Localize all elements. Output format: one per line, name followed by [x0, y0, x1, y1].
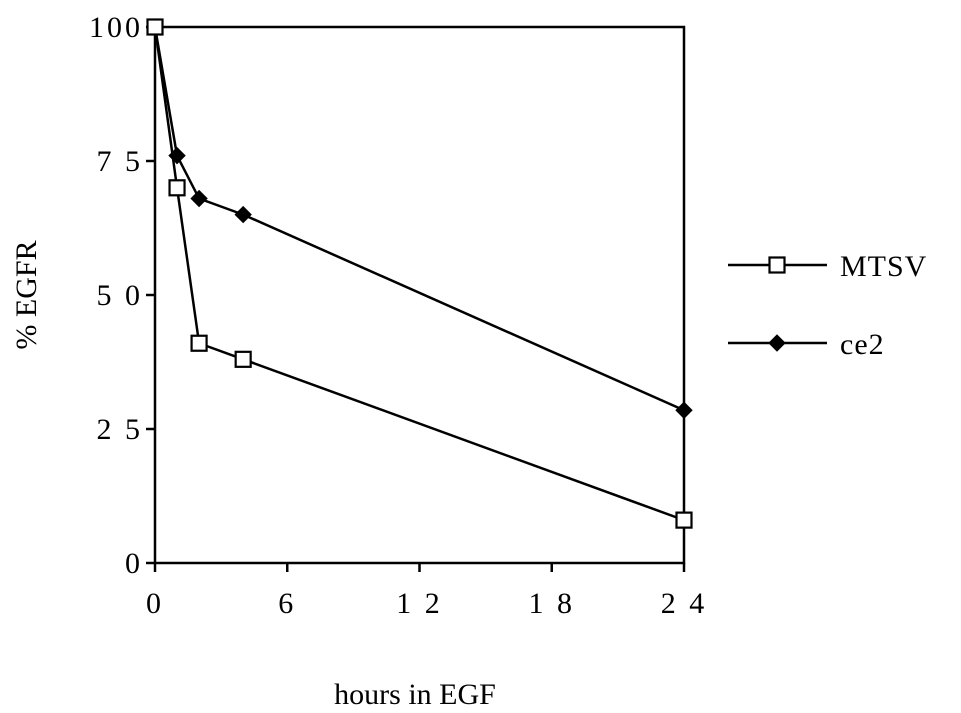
legend-label: ce2 [840, 328, 885, 361]
data-point-ce2 [234, 205, 252, 224]
y-tick-label: 100 [89, 11, 143, 44]
legend-item-mtsv: MTSV [728, 250, 927, 283]
y-tick-label: 5 0 [97, 279, 144, 312]
y-tick-label: 0 [125, 547, 143, 580]
data-point-mtsv [675, 511, 693, 529]
data-point-ce2 [675, 401, 693, 419]
legend: MTSV ce2 [728, 250, 927, 361]
plot-frame [153, 25, 686, 565]
x-tick-label: 6 [278, 587, 296, 620]
legend-label: MTSV [840, 250, 927, 283]
x-tick-label: 2 4 [661, 587, 708, 620]
tick-labels: 0 2 5 5 0 7 5 100 0 6 1 2 1 8 2 4 [89, 11, 708, 620]
data-point-mtsv [190, 334, 208, 352]
x-tick-label: 0 [146, 587, 164, 620]
series-line-ce2 [153, 26, 685, 412]
y-tick-label: 2 5 [97, 413, 144, 446]
series-ce2 [146, 18, 693, 419]
x-tick-label: 1 8 [529, 587, 576, 620]
x-tick-label: 1 2 [396, 587, 443, 620]
series-line-mtsv [153, 26, 685, 522]
y-axis-title: % EGFR [10, 240, 43, 349]
series-layer [146, 18, 693, 529]
data-point-mtsv [168, 179, 186, 197]
x-axis-title: hours in EGF [334, 678, 496, 711]
legend-marker [768, 334, 786, 352]
series-mtsv [146, 18, 693, 529]
plot-border [153, 25, 686, 565]
data-point-mtsv [146, 18, 164, 36]
data-point-mtsv [234, 350, 252, 368]
y-tick-label: 7 5 [97, 145, 144, 178]
legend-item-ce2: ce2 [728, 328, 885, 361]
data-point-ce2 [190, 189, 208, 208]
legend-marker [768, 256, 786, 274]
